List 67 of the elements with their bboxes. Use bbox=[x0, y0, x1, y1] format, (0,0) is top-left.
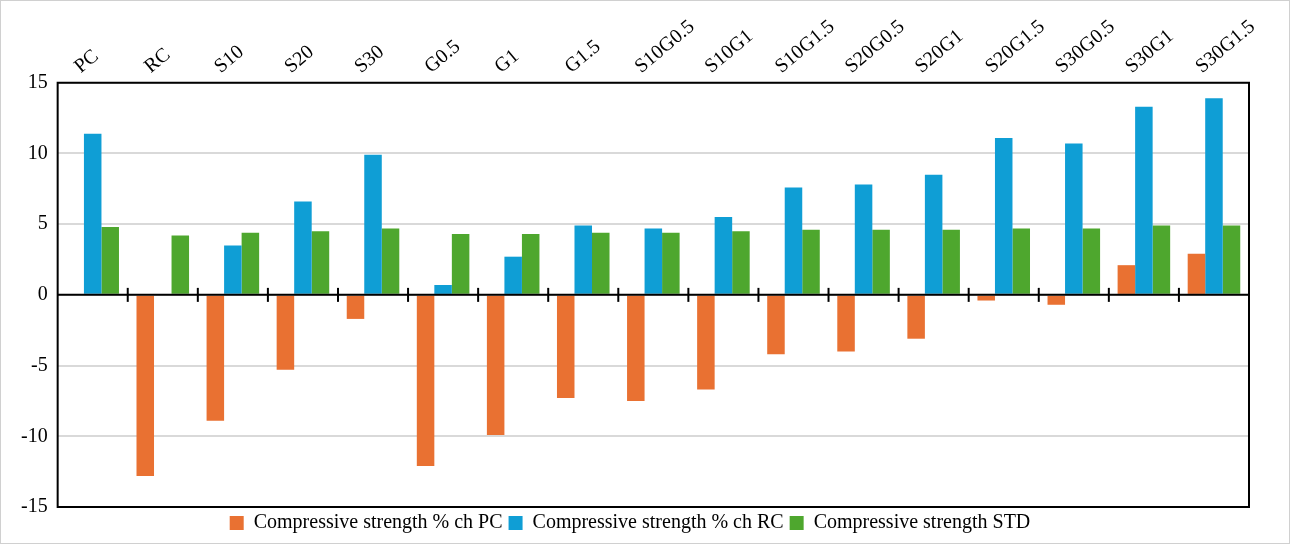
bar bbox=[784, 187, 803, 294]
bar bbox=[942, 229, 960, 294]
bar bbox=[1205, 98, 1223, 294]
bar bbox=[1187, 253, 1206, 294]
bar bbox=[381, 228, 400, 294]
bar bbox=[1082, 228, 1101, 294]
bar bbox=[662, 232, 680, 294]
x-tick-label: G1.5 bbox=[559, 34, 604, 77]
bar bbox=[276, 295, 295, 370]
bar bbox=[101, 226, 119, 294]
bar bbox=[294, 201, 312, 294]
legend-label: Compressive strength % ch PC bbox=[253, 510, 503, 534]
bar bbox=[574, 225, 593, 294]
bar bbox=[241, 232, 260, 294]
bar bbox=[714, 217, 733, 294]
x-tick-label: G0.5 bbox=[419, 34, 464, 77]
bar bbox=[556, 295, 575, 399]
bar bbox=[1222, 225, 1241, 294]
bar bbox=[924, 174, 943, 294]
bar bbox=[171, 235, 190, 294]
y-tick-label: -10 bbox=[20, 423, 48, 446]
bar bbox=[1152, 225, 1171, 294]
legend-label: Compressive strength STD bbox=[813, 510, 1031, 534]
bar bbox=[872, 229, 890, 294]
x-tick-label: RC bbox=[139, 42, 174, 77]
bar bbox=[504, 256, 522, 294]
bar bbox=[1047, 295, 1066, 305]
bar bbox=[644, 228, 663, 294]
bar bbox=[767, 295, 785, 355]
bar bbox=[311, 231, 330, 294]
y-tick-label: 10 bbox=[27, 140, 48, 163]
bar bbox=[346, 295, 365, 319]
bar bbox=[802, 229, 820, 294]
legend-label: Compressive strength % ch RC bbox=[532, 510, 784, 534]
bar bbox=[486, 295, 505, 435]
bar bbox=[1135, 106, 1153, 294]
bar bbox=[1012, 228, 1030, 294]
x-tick-label: S10 bbox=[209, 39, 248, 77]
bar bbox=[136, 295, 155, 476]
bar bbox=[627, 295, 645, 401]
bar bbox=[434, 284, 452, 294]
y-tick-label: -15 bbox=[20, 494, 48, 517]
y-tick-label: -5 bbox=[30, 352, 48, 375]
bar bbox=[521, 234, 540, 294]
bar bbox=[732, 231, 750, 294]
bar bbox=[994, 137, 1013, 294]
bar bbox=[206, 295, 225, 421]
bar bbox=[592, 232, 610, 294]
x-tick-label: S30 bbox=[349, 39, 388, 77]
bar bbox=[83, 133, 102, 294]
y-tick-label: 0 bbox=[37, 282, 48, 305]
bar bbox=[697, 295, 715, 390]
bar bbox=[854, 184, 873, 294]
y-tick-label: 15 bbox=[27, 69, 48, 92]
bar bbox=[977, 295, 995, 301]
bar bbox=[837, 295, 855, 352]
bar bbox=[907, 295, 925, 339]
bar bbox=[224, 245, 242, 294]
y-tick-label: 5 bbox=[37, 211, 48, 234]
bar bbox=[364, 154, 382, 294]
bar bbox=[1117, 265, 1136, 294]
bar bbox=[1065, 143, 1083, 294]
bar bbox=[416, 295, 435, 466]
x-tick-label: PC bbox=[69, 44, 102, 77]
bar bbox=[451, 234, 470, 294]
x-tick-label: S20 bbox=[279, 39, 318, 77]
x-tick-label: G1 bbox=[489, 44, 523, 77]
